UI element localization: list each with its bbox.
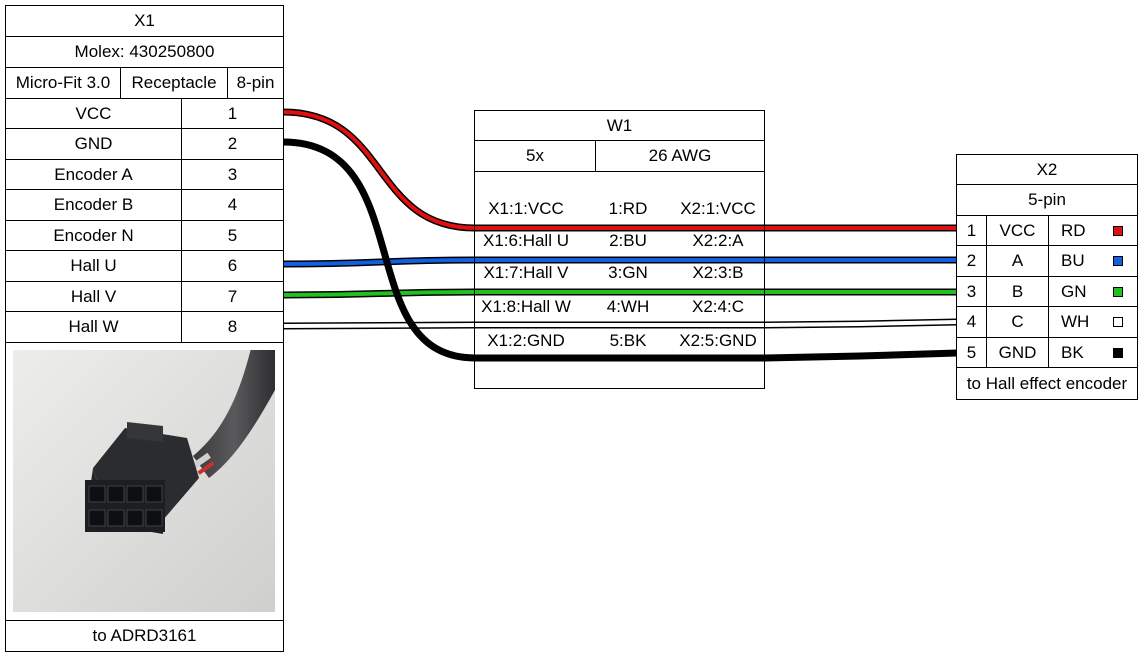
wire-vcc-red xyxy=(282,108,957,232)
w1-wire-area xyxy=(474,171,765,389)
x1-pin-number: 5 xyxy=(181,220,284,251)
x2-pin-number: 4 xyxy=(956,306,987,338)
x1-pin-number: 4 xyxy=(181,189,284,221)
x2-pin-number: 1 xyxy=(956,215,987,246)
x1-pin-label: Encoder N xyxy=(5,220,182,251)
w1-wire-to: X2:5:GND xyxy=(679,331,757,350)
w1-wire-to: X2:2:A xyxy=(692,231,744,250)
w1-wire-to: X2:3:B xyxy=(692,263,744,282)
w1-gauge: 26 AWG xyxy=(595,140,765,172)
x1-pin-label: Hall U xyxy=(5,250,182,282)
w1-title: W1 xyxy=(474,110,765,141)
x1-pin-label: Encoder B xyxy=(5,189,182,221)
x1-pin-number: 6 xyxy=(181,250,284,282)
w1-wire-from: X1:7:Hall V xyxy=(483,263,569,282)
w1-wire-count: 5x xyxy=(474,140,596,172)
x1-note: to ADRD3161 xyxy=(5,620,284,652)
x1-title: X1 xyxy=(5,5,284,37)
x1-pin-number: 8 xyxy=(181,311,284,343)
w1-wire-from: X1:2:GND xyxy=(487,331,565,350)
x1-pincount: 8-pin xyxy=(227,67,284,99)
w1-wire-to: X2:4:C xyxy=(692,297,744,316)
w1-wire-id: 3:GN xyxy=(608,263,648,282)
color-swatch xyxy=(1113,348,1123,358)
color-swatch xyxy=(1113,317,1123,327)
connector-photo xyxy=(13,350,275,612)
x1-part-number: Molex: 430250800 xyxy=(5,36,284,68)
x2-note: to Hall effect encoder xyxy=(956,367,1138,400)
x1-pin-label: Encoder A xyxy=(5,159,182,190)
x2-color-code: WH xyxy=(1061,312,1090,331)
w1-wire-id: 4:WH xyxy=(606,297,650,316)
x2-pin-color: BK xyxy=(1048,337,1138,368)
x2-pin-label: A xyxy=(986,245,1049,277)
x1-pin-number: 3 xyxy=(181,159,284,190)
x2-color-code: RD xyxy=(1061,220,1086,240)
x1-type: Receptacle xyxy=(120,67,228,99)
x2-pincount: 5-pin xyxy=(956,184,1138,216)
color-swatch xyxy=(1113,256,1123,266)
w1-wire-from: X1:8:Hall W xyxy=(481,297,571,316)
x1-pin-label: VCC xyxy=(5,98,182,129)
x1-pin-number: 1 xyxy=(181,98,284,129)
x2-pin-label: C xyxy=(986,306,1049,338)
w1-wire-from: X1:1:VCC xyxy=(488,199,564,218)
w1-wire-id: 2:BU xyxy=(609,231,647,250)
x2-color-code: BK xyxy=(1061,342,1084,362)
x2-pin-label: GND xyxy=(986,337,1049,368)
x2-color-code: GN xyxy=(1061,281,1087,301)
w1-wire-to: X2:1:VCC xyxy=(680,199,756,218)
x2-pin-number: 3 xyxy=(956,276,987,307)
x2-pin-color: GN xyxy=(1048,276,1138,307)
color-swatch xyxy=(1113,287,1123,297)
color-swatch xyxy=(1113,226,1123,236)
x2-pin-color: WH xyxy=(1048,306,1138,338)
x2-pin-number: 2 xyxy=(956,245,987,277)
x1-pin-label: GND xyxy=(5,128,182,160)
connector-x2: X2 5-pin 1 VCC RD 2 A BU 3 B GN 4 C WH 5 xyxy=(956,154,1138,400)
x2-pin-number: 5 xyxy=(956,337,987,368)
x2-title: X2 xyxy=(956,154,1138,185)
x1-pin-label: Hall V xyxy=(5,281,182,312)
x2-pin-color: BU xyxy=(1048,245,1138,277)
w1-wire-from: X1:6:Hall U xyxy=(483,231,569,250)
w1-wire-id: 5:BK xyxy=(609,331,647,350)
w1-wire-id: 1:RD xyxy=(608,199,648,218)
x2-pin-color: RD xyxy=(1048,215,1138,246)
x2-color-code: BU xyxy=(1061,251,1085,270)
cable-w1: W1 5x 26 AWG X1:1:VCC 1:RD X2:1:VCC X1:6… xyxy=(474,110,765,389)
x1-pin-number: 7 xyxy=(181,281,284,312)
x1-pin-label: Hall W xyxy=(5,311,182,343)
connector-x1: X1 Molex: 430250800 Micro-Fit 3.0 Recept… xyxy=(5,5,284,652)
x2-pin-label: B xyxy=(986,276,1049,307)
wire-gnd-black xyxy=(282,138,958,362)
x2-pin-label: VCC xyxy=(986,215,1049,246)
x1-series: Micro-Fit 3.0 xyxy=(5,67,121,99)
x1-pin-number: 2 xyxy=(181,128,284,160)
